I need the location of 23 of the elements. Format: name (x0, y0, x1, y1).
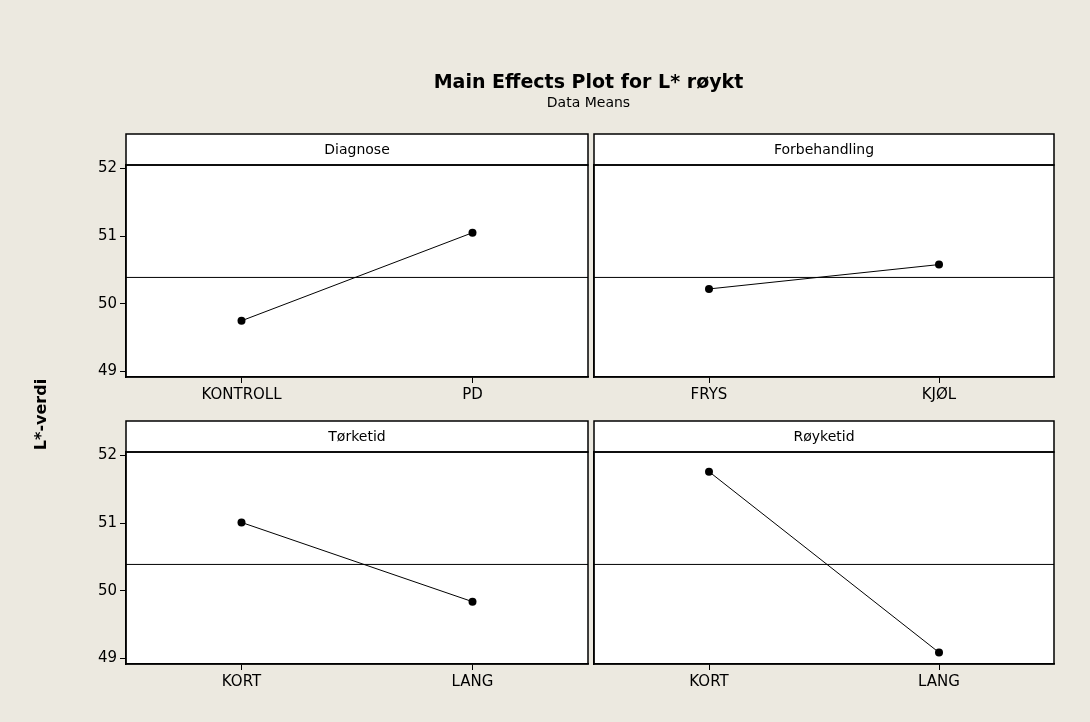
x-tick-label: FRYS (690, 384, 728, 403)
y-tick-label: 49 (97, 648, 117, 667)
y-axis-title: L*-verdi (30, 377, 50, 453)
y-tick-label: 51 (97, 513, 117, 532)
x-tick-label: KONTROLL (201, 384, 283, 403)
y-tick-label: 51 (97, 226, 117, 245)
y-tick-label: 50 (97, 580, 117, 599)
chart-title: Diagnose (324, 140, 390, 157)
text: Data Means (546, 94, 631, 110)
chart-title: Forbehandling (773, 140, 875, 157)
y-tick-label: 49 (97, 361, 117, 380)
chart-title: Røyketid (793, 427, 855, 444)
x-tick-label: LANG (918, 671, 960, 690)
x-tick-label: KORT (221, 671, 262, 690)
text: Main Effects Plot for L* røykt (433, 70, 744, 92)
y-tick-label: 52 (97, 158, 117, 177)
x-tick-label: PD (462, 384, 483, 403)
chart-title: Tørketid (327, 427, 386, 444)
x-tick-label: KORT (689, 671, 730, 690)
y-tick-label: 52 (97, 445, 117, 464)
x-tick-label: KJØL (921, 384, 957, 403)
x-tick-label: LANG (451, 671, 494, 690)
y-tick-label: 50 (97, 293, 117, 312)
